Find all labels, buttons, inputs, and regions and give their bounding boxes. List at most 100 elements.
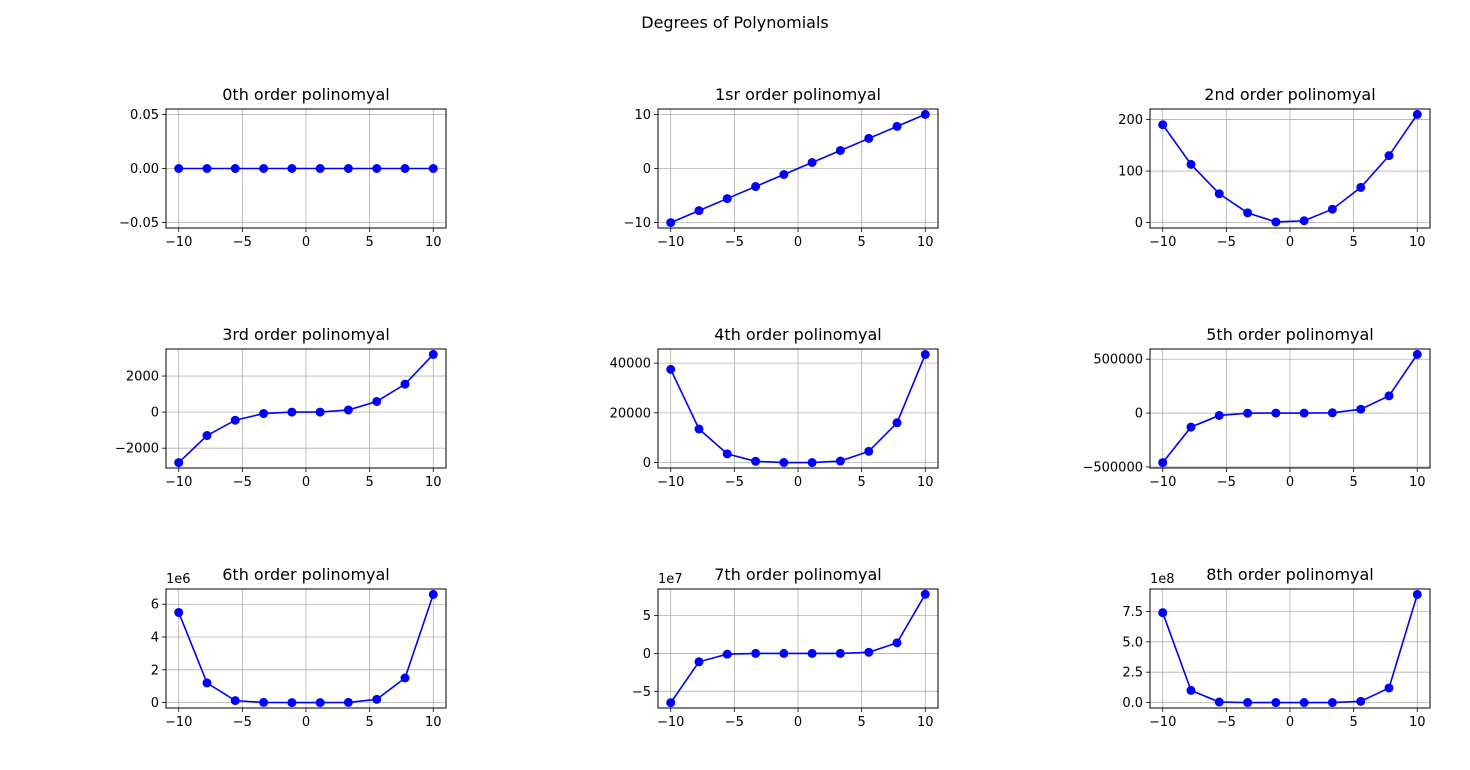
series-line xyxy=(1162,353,1418,464)
data-point xyxy=(694,657,704,667)
x-tick-label: −5 xyxy=(233,235,252,250)
y-tick-label: 5.0 xyxy=(1122,635,1143,650)
data-point xyxy=(1327,204,1337,214)
x-tick-label: −5 xyxy=(725,475,744,490)
subplot-title: 7th order polinomyal xyxy=(714,565,882,584)
data-point xyxy=(892,418,902,428)
data-point xyxy=(779,648,789,658)
x-tick-label: 0 xyxy=(302,475,310,490)
data-point xyxy=(779,170,789,180)
data-point xyxy=(174,458,184,468)
data-point xyxy=(315,164,325,173)
data-point xyxy=(1412,109,1422,119)
y-tick-label: 0 xyxy=(1135,407,1143,422)
y-tick-label: 7.5 xyxy=(1122,605,1143,620)
y-tick-label: 0 xyxy=(643,162,651,177)
subplot-0: −10 −5 0 5 10 −0.05 0.00 0.05 0th order polinomy… xyxy=(119,85,447,250)
y-tick-label: 0.05 xyxy=(130,108,159,123)
x-tick-label: 10 xyxy=(917,235,934,250)
subplot-title: 0th order polinomyal xyxy=(222,85,390,104)
data-point xyxy=(230,696,240,706)
data-point xyxy=(779,458,789,468)
x-tick-label: 10 xyxy=(917,715,934,730)
y-offset-label: 1e8 xyxy=(1150,572,1175,587)
subplot-title: 6th order polinomyal xyxy=(222,565,390,584)
data-point xyxy=(372,694,382,704)
data-point xyxy=(1356,404,1366,414)
data-point xyxy=(372,396,382,406)
x-tick-label: −10 xyxy=(165,475,192,490)
data-point xyxy=(722,449,732,459)
x-tick-label: −10 xyxy=(1149,715,1176,730)
data-point xyxy=(1243,698,1253,708)
y-tick-label: 100 xyxy=(1118,165,1143,180)
data-point xyxy=(315,407,325,417)
data-point xyxy=(864,446,874,456)
x-tick-label: 10 xyxy=(425,475,442,490)
y-tick-label: 0 xyxy=(643,456,651,471)
subplot-title: 1sr order polinomyal xyxy=(715,85,881,104)
x-tick-label: 0 xyxy=(1286,235,1294,250)
data-point xyxy=(835,648,845,658)
data-point xyxy=(1186,685,1196,695)
data-point xyxy=(343,405,353,415)
x-tick-label: 5 xyxy=(1349,715,1357,730)
figure-title: Degrees of Polynomials xyxy=(641,13,829,32)
x-tick-label: −10 xyxy=(657,475,684,490)
x-tick-label: 10 xyxy=(917,475,934,490)
y-tick-label: −10 xyxy=(624,216,651,231)
data-point xyxy=(343,164,353,173)
data-point xyxy=(751,648,761,658)
x-tick-label: 5 xyxy=(365,475,373,490)
data-point xyxy=(1384,683,1394,693)
data-point xyxy=(1186,159,1196,169)
data-point xyxy=(1299,216,1309,226)
x-tick-label: −10 xyxy=(657,715,684,730)
subplot-5: −10 −5 0 5 10 −500000 0 500000 5th order polinom… xyxy=(1082,325,1431,490)
data-point xyxy=(751,456,761,466)
y-tick-label: 40000 xyxy=(610,357,651,372)
x-tick-label: 10 xyxy=(425,715,442,730)
data-point xyxy=(174,164,184,173)
x-tick-label: 0 xyxy=(1286,475,1294,490)
subplot-title: 8th order polinomyal xyxy=(1206,565,1374,584)
series-line xyxy=(178,353,434,464)
subplot-7: −10 −5 0 5 10 −5 0 5 1e7 7th order polinomyal xyxy=(632,565,939,730)
data-point xyxy=(428,349,438,359)
data-point xyxy=(1327,698,1337,708)
y-tick-label: 20000 xyxy=(610,406,651,421)
x-tick-label: −10 xyxy=(1149,475,1176,490)
data-point xyxy=(1271,408,1281,418)
data-point xyxy=(694,424,704,434)
data-point xyxy=(1384,151,1394,161)
data-point xyxy=(259,409,269,419)
data-point xyxy=(1158,458,1168,468)
data-point xyxy=(1384,391,1394,401)
data-point xyxy=(400,164,410,173)
data-point xyxy=(372,164,382,173)
data-point xyxy=(343,697,353,707)
x-tick-label: 0 xyxy=(302,715,310,730)
x-tick-label: −5 xyxy=(233,715,252,730)
subplot-8: −10 −5 0 5 10 0.0 2.5 5.0 7.5 1e8 8th order polino… xyxy=(1122,565,1431,730)
x-tick-label: 0 xyxy=(794,235,802,250)
data-point xyxy=(1412,589,1422,599)
y-tick-label: 0.00 xyxy=(130,162,159,177)
x-tick-label: 10 xyxy=(1409,235,1426,250)
data-point xyxy=(1214,697,1224,707)
x-tick-label: 10 xyxy=(1409,475,1426,490)
y-tick-label: 0 xyxy=(643,647,651,662)
data-point xyxy=(287,698,297,708)
x-tick-label: 10 xyxy=(1409,715,1426,730)
y-tick-label: 6 xyxy=(151,598,159,613)
subplot-title: 2nd order polinomyal xyxy=(1204,85,1375,104)
x-tick-label: −10 xyxy=(657,235,684,250)
x-tick-label: 5 xyxy=(857,475,865,490)
data-point xyxy=(1271,698,1281,708)
subplot-4: −10 −5 0 5 10 0 20000 40000 4th order polinomyal xyxy=(610,325,939,490)
data-point xyxy=(920,349,930,359)
data-point xyxy=(202,164,212,173)
data-point xyxy=(428,164,438,173)
x-tick-label: 5 xyxy=(1349,235,1357,250)
y-tick-label: 2000 xyxy=(126,370,159,385)
